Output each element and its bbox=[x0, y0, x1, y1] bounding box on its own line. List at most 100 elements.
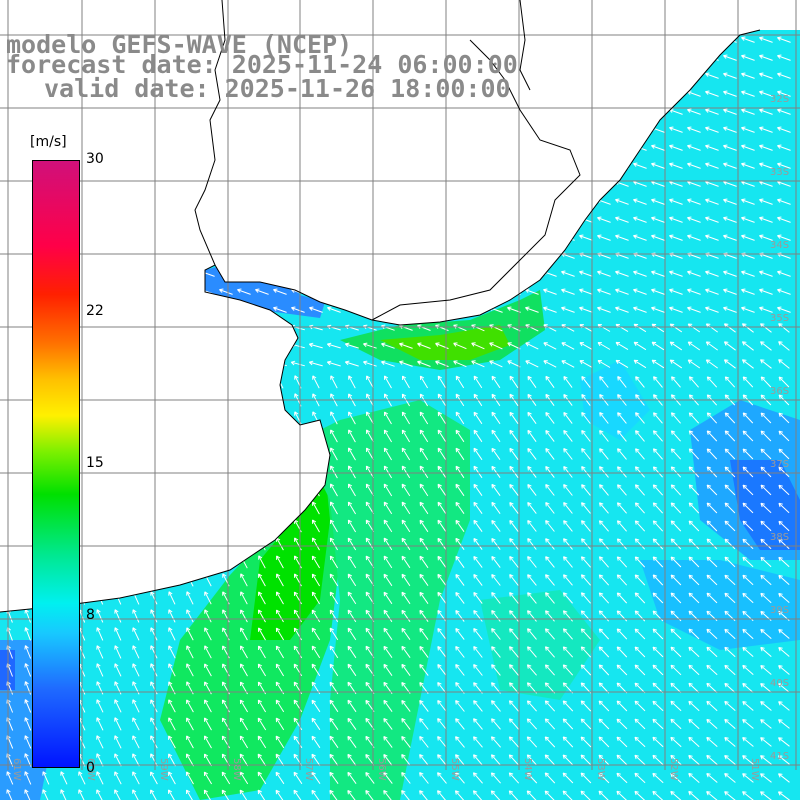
wind-arrow bbox=[741, 36, 755, 43]
wind-arrow bbox=[239, 699, 249, 713]
wind-arrow bbox=[402, 375, 410, 389]
wind-arrow bbox=[164, 343, 179, 348]
wind-arrow bbox=[42, 771, 50, 785]
wind-arrow bbox=[150, 735, 158, 749]
wind-arrow bbox=[688, 538, 700, 550]
wind-arrow bbox=[204, 753, 212, 767]
wind-arrow bbox=[365, 501, 375, 515]
wind-arrow bbox=[760, 412, 772, 424]
wind-arrow bbox=[742, 376, 754, 388]
wind-arrow bbox=[147, 126, 161, 133]
wind-arrow bbox=[471, 36, 485, 43]
wind-arrow bbox=[165, 306, 179, 313]
wind-arrow bbox=[471, 342, 485, 350]
wind-arrow bbox=[544, 646, 555, 658]
wind-arrow bbox=[669, 270, 683, 277]
wind-arrow bbox=[419, 591, 429, 604]
wind-arrow bbox=[525, 234, 539, 241]
wind-arrow bbox=[150, 483, 158, 497]
wind-arrow bbox=[579, 180, 593, 187]
wind-arrow bbox=[165, 144, 179, 151]
wind-arrow bbox=[473, 501, 483, 514]
wind-arrow bbox=[778, 592, 790, 603]
wind-arrow bbox=[401, 555, 411, 569]
wind-arrow bbox=[165, 180, 179, 187]
wind-arrow bbox=[509, 556, 519, 568]
wind-arrow bbox=[204, 519, 212, 533]
wind-arrow bbox=[132, 537, 140, 551]
wind-arrow bbox=[132, 627, 140, 641]
wind-arrow bbox=[581, 375, 591, 388]
wind-arrow bbox=[219, 144, 233, 151]
wind-arrow bbox=[635, 448, 645, 460]
wind-arrow bbox=[329, 735, 339, 749]
wind-arrow bbox=[309, 108, 323, 115]
wind-arrow bbox=[114, 753, 122, 767]
wind-arrow bbox=[742, 664, 754, 675]
wind-arrow bbox=[563, 375, 573, 388]
wind-arrow bbox=[653, 412, 663, 424]
wind-arrow bbox=[401, 447, 411, 461]
wind-arrow bbox=[561, 216, 575, 223]
wind-arrow bbox=[760, 520, 772, 532]
wind-arrow bbox=[258, 411, 266, 425]
wind-arrow bbox=[455, 718, 465, 730]
wind-speed-patch bbox=[250, 470, 330, 640]
wind-arrow bbox=[777, 306, 791, 313]
wind-arrow bbox=[616, 574, 628, 586]
wind-arrow bbox=[276, 447, 284, 461]
colorbar-units: [m/s] bbox=[30, 134, 67, 150]
wind-arrow bbox=[24, 501, 31, 515]
wind-arrow bbox=[598, 772, 610, 784]
wind-arrow bbox=[240, 411, 248, 425]
border-line bbox=[194, 0, 226, 266]
wind-arrow bbox=[598, 664, 610, 676]
wind-arrow bbox=[724, 538, 736, 550]
wind-arrow bbox=[760, 683, 772, 693]
wind-arrow bbox=[669, 288, 683, 295]
wind-arrow bbox=[383, 519, 393, 533]
wind-arrow bbox=[345, 288, 359, 295]
wind-arrow bbox=[419, 555, 429, 569]
wind-arrow bbox=[759, 126, 773, 133]
wind-arrow bbox=[365, 519, 375, 533]
wind-arrow bbox=[597, 306, 611, 313]
wind-arrow bbox=[417, 108, 431, 115]
wind-arrow bbox=[168, 501, 176, 515]
wind-arrow bbox=[598, 538, 609, 550]
wind-arrow bbox=[129, 144, 143, 151]
wind-arrow bbox=[437, 501, 447, 515]
wind-arrow bbox=[455, 700, 465, 712]
wind-arrow bbox=[491, 628, 501, 640]
wind-arrow bbox=[545, 465, 555, 478]
wind-arrow bbox=[724, 664, 736, 676]
wind-arrow bbox=[706, 628, 718, 640]
wind-arrow bbox=[345, 198, 359, 205]
wind-arrow bbox=[201, 126, 215, 133]
wind-arrow bbox=[580, 574, 591, 586]
wind-arrow bbox=[580, 718, 592, 730]
wind-arrow bbox=[311, 717, 321, 731]
wind-arrow bbox=[401, 663, 411, 676]
wind-arrow bbox=[147, 234, 161, 241]
wind-arrow bbox=[489, 36, 503, 43]
wind-arrow bbox=[652, 628, 664, 640]
wind-arrow bbox=[563, 556, 573, 568]
wind-arrow bbox=[581, 448, 591, 460]
wind-arrow bbox=[24, 645, 32, 659]
wind-arrow bbox=[705, 144, 719, 151]
wind-arrow bbox=[688, 754, 700, 765]
wind-arrow bbox=[237, 198, 251, 205]
wind-arrow bbox=[616, 790, 628, 800]
wind-arrow bbox=[383, 753, 393, 766]
wind-arrow bbox=[435, 234, 449, 241]
wind-arrow bbox=[329, 573, 339, 587]
wind-arrow bbox=[363, 270, 377, 277]
wind-arrow bbox=[239, 717, 249, 731]
wind-arrow bbox=[544, 772, 556, 784]
wind-arrow bbox=[240, 447, 248, 461]
wind-arrow bbox=[240, 519, 248, 533]
wind-arrow bbox=[147, 216, 161, 223]
wind-arrow bbox=[93, 216, 107, 223]
wind-arrow bbox=[598, 592, 610, 604]
